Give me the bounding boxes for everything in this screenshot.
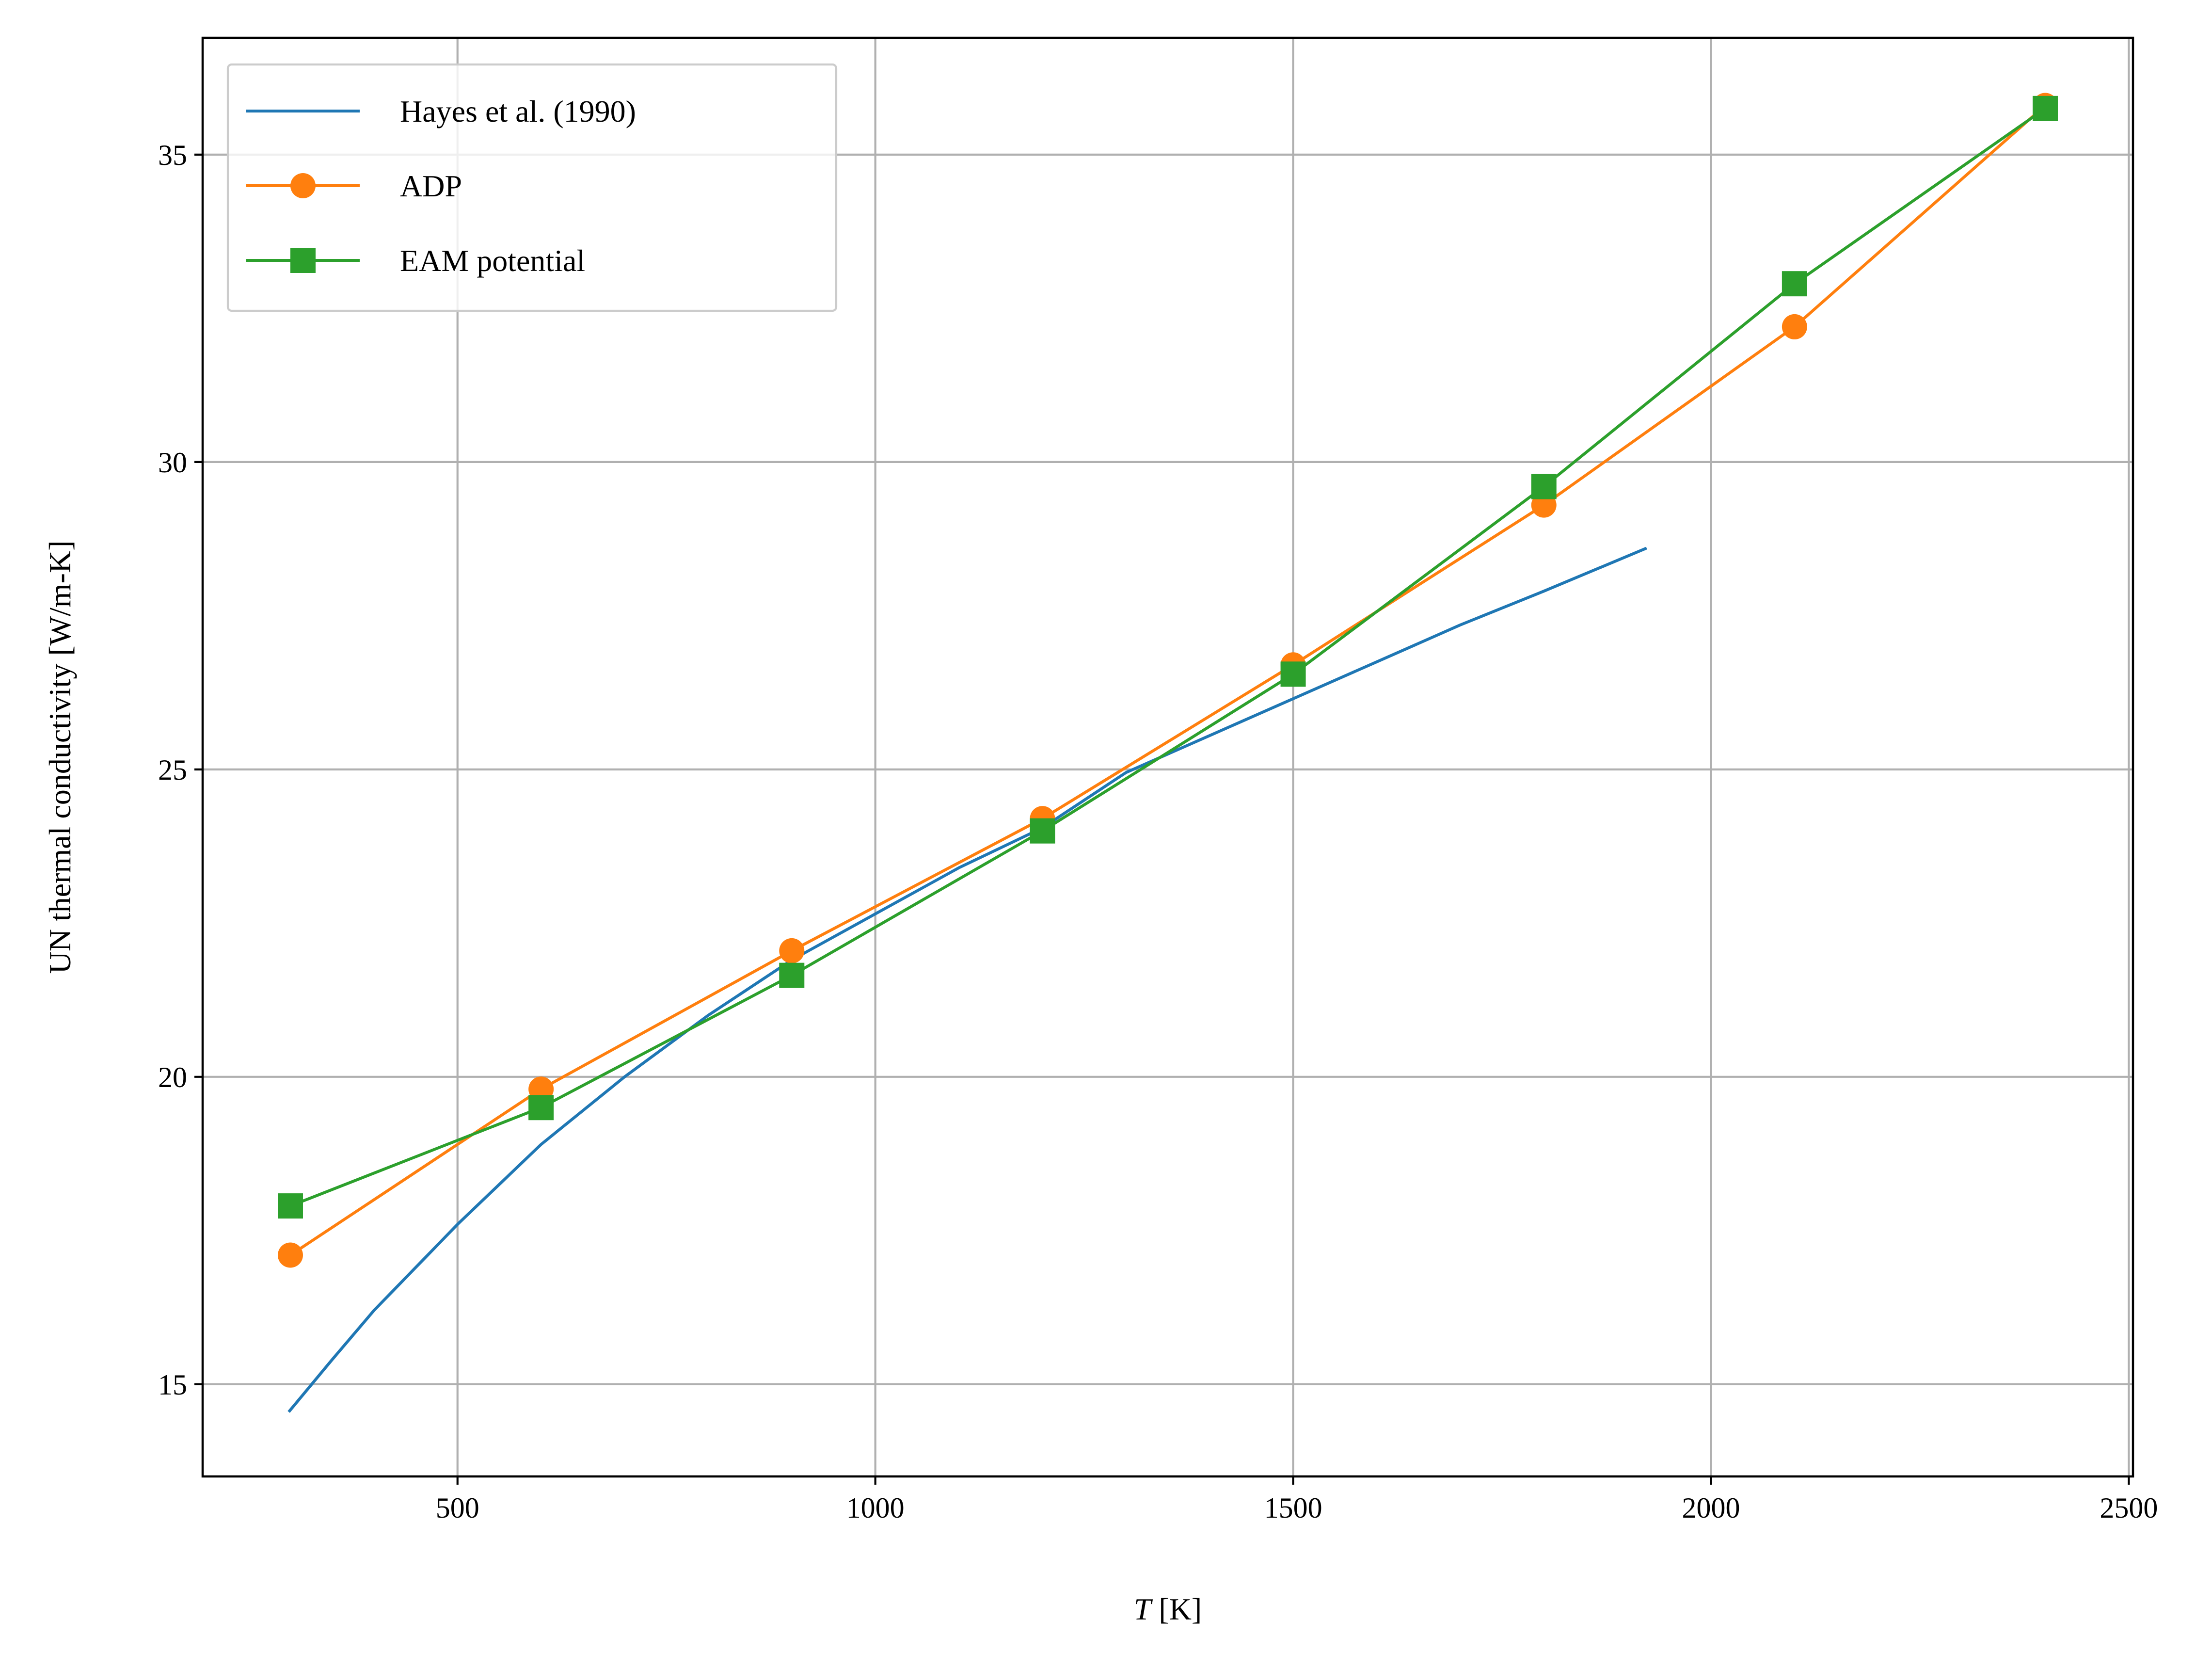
x-axis-unit: [K] <box>1151 1592 1202 1626</box>
legend-entry: ADP <box>246 169 462 203</box>
data-point-marker <box>1531 474 1557 499</box>
legend: Hayes et al. (1990) ADP EAM potential <box>226 63 838 312</box>
data-point-marker <box>779 962 805 988</box>
y-tick-label: 30 <box>158 447 187 479</box>
plot-area <box>278 93 2058 1413</box>
data-point-marker <box>2033 96 2058 121</box>
legend-box <box>226 63 838 312</box>
data-point-marker <box>290 173 316 198</box>
x-axis-label: T [K] <box>1134 1592 1202 1626</box>
legend-label: Hayes et al. (1990) <box>400 94 636 128</box>
y-tick-label: 25 <box>158 754 187 786</box>
y-axis-label: UN thermal conductivity [W/m-K] <box>43 541 77 974</box>
x-tick-label: 2500 <box>2100 1492 2158 1524</box>
x-tick-label: 1000 <box>846 1492 905 1524</box>
data-point-marker <box>779 938 805 963</box>
data-point-marker <box>1030 818 1055 844</box>
series-line <box>289 107 2046 1207</box>
grid-lines <box>203 38 2133 1476</box>
data-point-marker <box>1280 661 1306 687</box>
x-tick-label: 2000 <box>1682 1492 1740 1524</box>
legend-label: ADP <box>400 169 462 203</box>
series-line <box>289 104 2046 1257</box>
x-tick-label: 1500 <box>1264 1492 1322 1524</box>
y-tick-label: 35 <box>158 139 187 171</box>
data-point-marker <box>1782 314 1807 339</box>
legend-label: EAM potential <box>400 243 585 278</box>
legend-entry: Hayes et al. (1990) <box>246 94 636 128</box>
axes-frame <box>201 36 2134 1478</box>
legend-entry: EAM potential <box>246 243 585 278</box>
series <box>278 96 2058 1219</box>
y-tick-label: 15 <box>158 1369 187 1401</box>
y-tick-label: 20 <box>158 1061 187 1093</box>
data-point-marker <box>1782 271 1807 297</box>
x-tick-label: 500 <box>436 1492 479 1524</box>
axis-ticks: 500 1000 1500 2000 2500 15 20 25 30 35 <box>158 139 2158 1524</box>
data-point-marker <box>278 1242 303 1268</box>
data-point-marker <box>290 248 316 273</box>
series <box>287 546 1647 1413</box>
series-line <box>287 546 1647 1413</box>
data-point-marker <box>278 1193 303 1219</box>
data-point-marker <box>528 1095 554 1121</box>
x-axis-variable: T <box>1134 1592 1153 1626</box>
